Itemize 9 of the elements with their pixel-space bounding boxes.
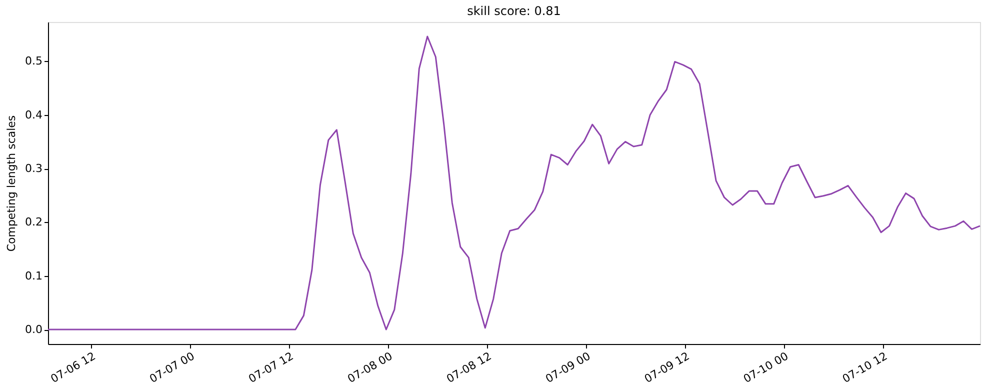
y-tick-label: 0.3 [25,162,42,176]
y-tick-label: 0.4 [25,108,42,122]
y-tick-label: 0.2 [25,216,42,229]
y-tick-label: 0.5 [25,54,42,68]
line-series [47,36,981,330]
chart-title: skill score: 0.81 [467,4,561,18]
y-axis-title: Competing length scales [5,115,18,252]
y-tick-label: 0.1 [25,269,42,282]
y-tick-label: 0.0 [25,323,42,336]
